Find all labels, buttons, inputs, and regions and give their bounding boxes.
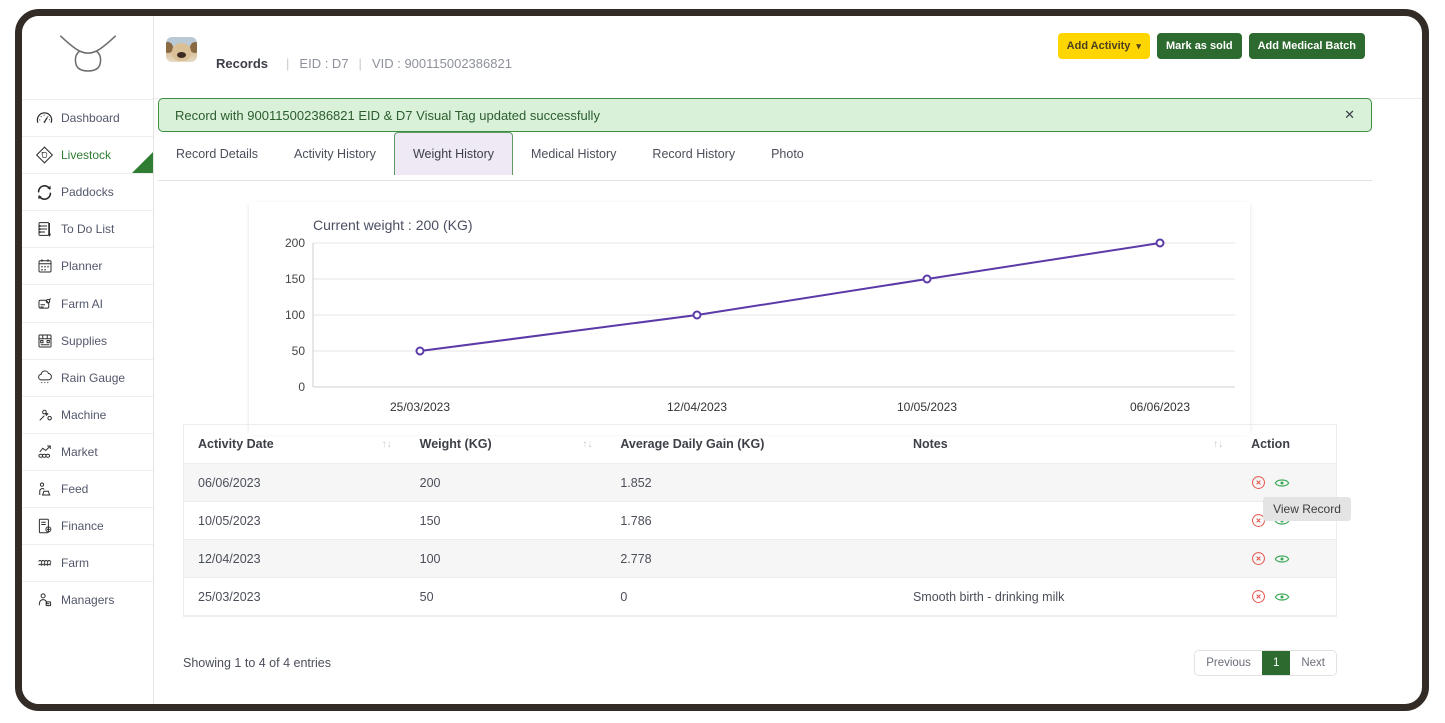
- svg-text:06/06/2023: 06/06/2023: [1130, 400, 1190, 414]
- svg-text:50: 50: [292, 344, 306, 358]
- svg-text:25/03/2023: 25/03/2023: [390, 400, 450, 414]
- svg-text:10/05/2023: 10/05/2023: [897, 400, 957, 414]
- svg-text:100: 100: [285, 308, 305, 322]
- svg-text:0: 0: [298, 380, 305, 394]
- svg-text:150: 150: [285, 272, 305, 286]
- svg-text:12/04/2023: 12/04/2023: [667, 400, 727, 414]
- svg-text:200: 200: [285, 236, 305, 250]
